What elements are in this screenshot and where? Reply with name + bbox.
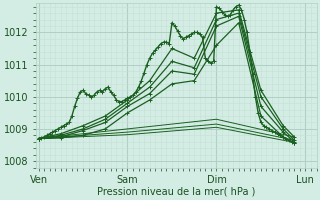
X-axis label: Pression niveau de la mer( hPa ): Pression niveau de la mer( hPa ) bbox=[97, 187, 255, 197]
